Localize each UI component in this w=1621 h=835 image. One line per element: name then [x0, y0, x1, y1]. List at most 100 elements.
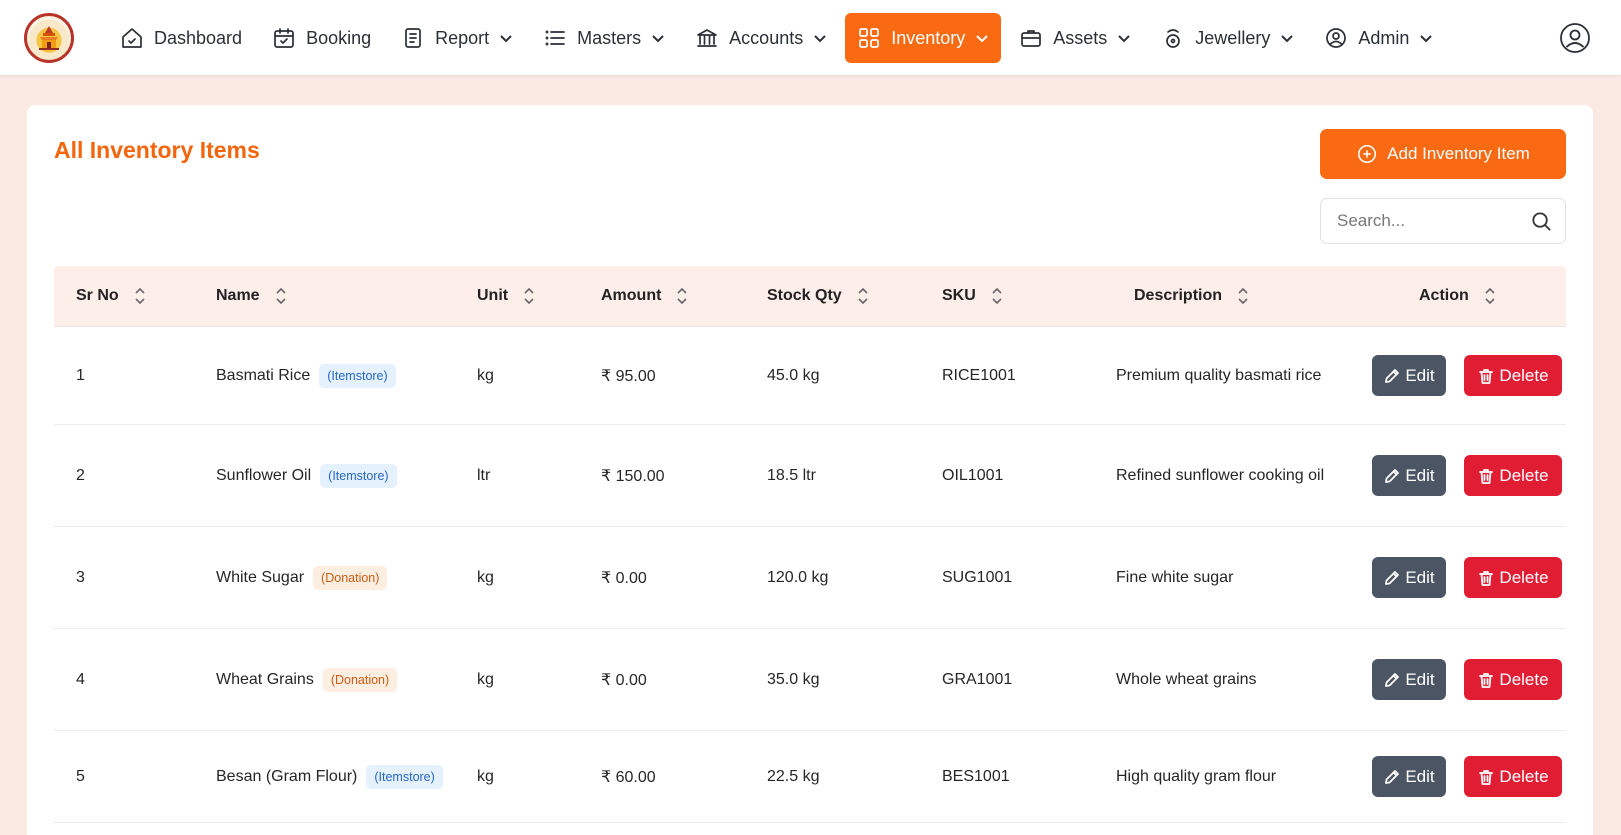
- sort-icon: [133, 287, 147, 305]
- chevron-down-icon: [1419, 31, 1433, 45]
- nav-dashboard-label: Dashboard: [154, 27, 243, 48]
- delete-button[interactable]: Delete: [1464, 756, 1562, 797]
- plus-circle-icon: [1356, 143, 1378, 165]
- cell-sku: GRA1001: [942, 670, 1013, 688]
- sort-icon: [274, 287, 288, 305]
- bank-icon: [695, 26, 719, 50]
- cell-amount: ₹ 150.00: [601, 467, 665, 485]
- nav-admin[interactable]: Admin: [1312, 13, 1445, 63]
- cell-sr-no: 1: [76, 366, 85, 384]
- nav-jewellery[interactable]: Jewellery: [1149, 13, 1306, 63]
- cell-action: Edit Delete: [1346, 756, 1566, 797]
- nav-accounts[interactable]: Accounts: [683, 13, 839, 63]
- search-box: [1320, 198, 1566, 244]
- cell-amount: ₹ 0.00: [601, 569, 647, 587]
- nav-admin-label: Admin: [1358, 27, 1410, 48]
- add-inventory-item-button[interactable]: Add Inventory Item: [1320, 129, 1566, 179]
- cell-unit: kg: [477, 568, 494, 586]
- nav-dashboard[interactable]: Dashboard: [108, 13, 254, 63]
- cell-description: High quality gram flour: [1116, 767, 1277, 785]
- cell-sr-no: 4: [76, 670, 85, 688]
- cell-amount: ₹ 0.00: [601, 671, 647, 689]
- col-description[interactable]: Description: [1095, 287, 1346, 305]
- cell-sr-no: 3: [76, 568, 85, 586]
- nav-report-label: Report: [435, 27, 490, 48]
- pencil-icon: [1383, 768, 1401, 786]
- sort-icon: [990, 287, 1004, 305]
- chevron-down-icon: [1117, 31, 1131, 45]
- delete-button[interactable]: Delete: [1464, 557, 1562, 598]
- edit-button[interactable]: Edit: [1372, 355, 1446, 396]
- source-badge: (Donation): [313, 565, 388, 590]
- trash-icon: [1477, 367, 1495, 385]
- briefcase-icon: [1019, 26, 1043, 50]
- nav-assets[interactable]: Assets: [1007, 13, 1143, 63]
- col-amount[interactable]: Amount: [580, 287, 746, 305]
- chevron-down-icon: [1280, 31, 1294, 45]
- cell-sku: SUG1001: [942, 568, 1013, 586]
- delete-button[interactable]: Delete: [1464, 355, 1562, 396]
- temple-logo[interactable]: [24, 13, 74, 63]
- cell-description: Premium quality basmati rice: [1116, 366, 1322, 384]
- inventory-card: All Inventory Items Add Inventory Item S…: [27, 105, 1593, 835]
- col-sku[interactable]: SKU: [921, 287, 1095, 305]
- chevron-down-icon: [499, 31, 513, 45]
- chevron-down-icon: [651, 31, 665, 45]
- edit-button[interactable]: Edit: [1372, 455, 1446, 496]
- document-icon: [401, 26, 425, 50]
- trash-icon: [1477, 768, 1495, 786]
- nav-masters[interactable]: Masters: [531, 13, 677, 63]
- pencil-icon: [1383, 467, 1401, 485]
- delete-button[interactable]: Delete: [1464, 659, 1562, 700]
- nav-accounts-label: Accounts: [729, 27, 804, 48]
- cell-sr-no: 2: [76, 466, 85, 484]
- edit-button[interactable]: Edit: [1372, 659, 1446, 700]
- col-action[interactable]: Action: [1346, 287, 1566, 305]
- edit-button[interactable]: Edit: [1372, 756, 1446, 797]
- cell-sr-no: 5: [76, 767, 85, 785]
- cell-stock-qty: 18.5 ltr: [767, 466, 816, 484]
- cell-description: Refined sunflower cooking oil: [1116, 466, 1325, 484]
- cell-stock-qty: 35.0 kg: [767, 670, 820, 688]
- sort-icon: [1236, 287, 1250, 305]
- cell-action: Edit Delete: [1346, 659, 1566, 700]
- cell-unit: kg: [477, 767, 494, 785]
- col-stock-qty[interactable]: Stock Qty: [746, 287, 921, 305]
- nav-jewellery-label: Jewellery: [1195, 27, 1271, 48]
- page-title: All Inventory Items: [54, 137, 260, 163]
- trash-icon: [1477, 671, 1495, 689]
- nav-booking[interactable]: Booking: [260, 13, 383, 63]
- cell-stock-qty: 45.0 kg: [767, 366, 820, 384]
- col-unit[interactable]: Unit: [456, 287, 580, 305]
- home-icon: [120, 26, 144, 50]
- table-row: 3 White Sugar (Donation) kg ₹ 0.00 120.0 …: [54, 527, 1566, 629]
- table-row: 4 Wheat Grains (Donation) kg ₹ 0.00 35.0 …: [54, 629, 1566, 731]
- pencil-icon: [1383, 367, 1401, 385]
- search-input[interactable]: [1321, 211, 1521, 231]
- ring-icon: [1161, 26, 1185, 50]
- profile-icon[interactable]: [1559, 22, 1591, 54]
- edit-button[interactable]: Edit: [1372, 557, 1446, 598]
- pencil-icon: [1383, 671, 1401, 689]
- cell-description: Fine white sugar: [1116, 568, 1234, 586]
- delete-button[interactable]: Delete: [1464, 455, 1562, 496]
- nav-booking-label: Booking: [306, 27, 372, 48]
- search-icon[interactable]: [1530, 210, 1553, 233]
- calendar-icon: [272, 26, 296, 50]
- nav-inventory[interactable]: Inventory: [845, 13, 1002, 63]
- cell-amount: ₹ 95.00: [601, 367, 656, 385]
- trash-icon: [1477, 467, 1495, 485]
- chevron-down-icon: [975, 31, 989, 45]
- cell-action: Edit Delete: [1346, 455, 1566, 496]
- table-row: 2 Sunflower Oil (Itemstore) ltr ₹ 150.00 …: [54, 425, 1566, 527]
- col-name[interactable]: Name: [194, 287, 456, 305]
- chevron-down-icon: [813, 31, 827, 45]
- col-sr-no[interactable]: Sr No: [54, 287, 194, 305]
- grid-icon: [857, 26, 881, 50]
- source-badge: (Itemstore): [366, 764, 443, 789]
- cell-description: Whole wheat grains: [1116, 670, 1257, 688]
- source-badge: (Itemstore): [319, 363, 396, 388]
- nav-report[interactable]: Report: [389, 13, 525, 63]
- table-row: 1 Basmati Rice (Itemstore) kg ₹ 95.00 45.…: [54, 327, 1566, 425]
- cell-name: White Sugar (Donation): [194, 565, 456, 590]
